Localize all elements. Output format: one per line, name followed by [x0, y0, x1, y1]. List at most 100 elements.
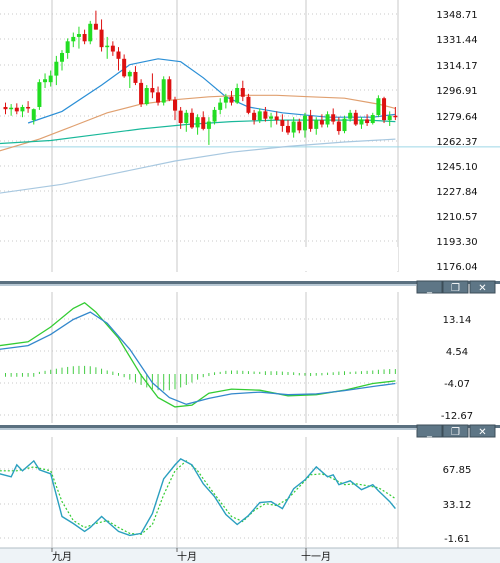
- y-tick-label: 33.12: [443, 500, 472, 511]
- candle-body: [122, 58, 127, 77]
- candle-body: [365, 119, 370, 124]
- close-button-face: [469, 424, 496, 438]
- candle: [257, 108, 262, 124]
- candle-body: [9, 107, 14, 110]
- y-tick-label: 67.85: [443, 465, 472, 476]
- close-button[interactable]: ✕: [469, 424, 496, 438]
- candle: [348, 109, 353, 122]
- restore-button[interactable]: ❐: [442, 280, 469, 294]
- y-tick-label: 1245.10: [436, 162, 477, 173]
- candle: [9, 104, 14, 116]
- candle-body: [314, 120, 319, 129]
- time-axis-label: 十月: [177, 550, 197, 563]
- candle: [122, 54, 127, 78]
- candle: [71, 32, 76, 48]
- panel-separator-2: _ ❐ ✕: [0, 424, 500, 438]
- moving-average-ma-fast: [27, 58, 396, 124]
- candle-body: [31, 109, 36, 121]
- candle: [184, 109, 189, 132]
- candle-body: [206, 121, 211, 129]
- candle-body: [105, 45, 110, 48]
- candle-body: [348, 112, 353, 119]
- price-panel-blank: [288, 247, 398, 271]
- moving-average-ma-long: [0, 138, 396, 194]
- candle-body: [43, 79, 48, 83]
- candle: [291, 117, 296, 138]
- y-tick-label: 4.54: [446, 347, 468, 358]
- candle-body: [3, 106, 8, 110]
- candle: [167, 76, 172, 102]
- candle: [274, 111, 279, 125]
- candle: [319, 114, 324, 128]
- candle: [353, 109, 358, 126]
- candle: [88, 20, 93, 45]
- candle-body: [240, 88, 245, 97]
- candle-body: [65, 41, 70, 53]
- candle-body: [127, 71, 132, 77]
- macd-line: [0, 302, 396, 408]
- minimize-icon: _: [426, 283, 433, 294]
- candle-body: [173, 99, 177, 111]
- oscillator-panel: [0, 458, 396, 537]
- candle: [342, 115, 347, 134]
- minimize-button[interactable]: _: [416, 280, 443, 294]
- candle: [156, 86, 161, 106]
- candle-body: [308, 115, 313, 129]
- candle: [212, 106, 217, 125]
- minimize-icon: _: [426, 427, 433, 438]
- candle-body: [319, 120, 324, 125]
- restore-button-face: [442, 280, 469, 294]
- candle-body: [37, 82, 42, 107]
- candle: [223, 93, 228, 109]
- candle-body: [274, 116, 279, 121]
- candle-body: [82, 34, 87, 42]
- candle: [65, 38, 70, 59]
- time-axis-label: 九月: [52, 551, 72, 563]
- candle: [105, 36, 110, 59]
- minimize-button-face: [416, 424, 443, 438]
- close-button[interactable]: ✕: [469, 280, 496, 294]
- candle: [280, 114, 285, 132]
- candle-body: [60, 52, 64, 62]
- candle: [133, 66, 138, 86]
- candle-body: [144, 88, 149, 105]
- candle: [302, 112, 307, 138]
- minimize-button-face: [416, 280, 443, 294]
- candle-body: [387, 115, 392, 121]
- candle-body: [201, 117, 206, 129]
- close-icon: ✕: [478, 427, 486, 438]
- candle-body: [195, 117, 200, 128]
- candle-body: [269, 116, 274, 119]
- candle: [14, 103, 19, 115]
- candle: [110, 41, 115, 56]
- candle: [314, 117, 319, 135]
- candle-body: [223, 96, 228, 103]
- candle: [359, 117, 364, 129]
- candle: [43, 73, 48, 89]
- restore-button[interactable]: ❐: [442, 424, 469, 438]
- signal-line: [0, 311, 396, 405]
- panel-separator-1: _ ❐ ✕: [0, 280, 500, 294]
- candle-body: [14, 107, 19, 112]
- candle: [139, 79, 144, 107]
- candle-body: [189, 112, 194, 128]
- candle: [127, 70, 132, 89]
- candle: [26, 101, 31, 113]
- candle: [150, 73, 155, 99]
- candle-body: [302, 115, 307, 131]
- candle: [54, 55, 59, 86]
- candle-body: [252, 112, 257, 121]
- candle: [365, 114, 370, 126]
- candle: [93, 10, 98, 30]
- y-tick-label: 1210.57: [436, 212, 477, 223]
- y-tick-label: 13.14: [443, 315, 472, 326]
- candle-body: [382, 98, 387, 121]
- candle-body: [286, 125, 290, 133]
- candle-body: [257, 111, 262, 121]
- candle: [240, 80, 245, 102]
- y-tick-label: 1262.37: [436, 137, 477, 148]
- candle: [331, 108, 336, 125]
- minimize-button[interactable]: _: [416, 424, 443, 438]
- y-tick-label: -1.61: [444, 534, 470, 545]
